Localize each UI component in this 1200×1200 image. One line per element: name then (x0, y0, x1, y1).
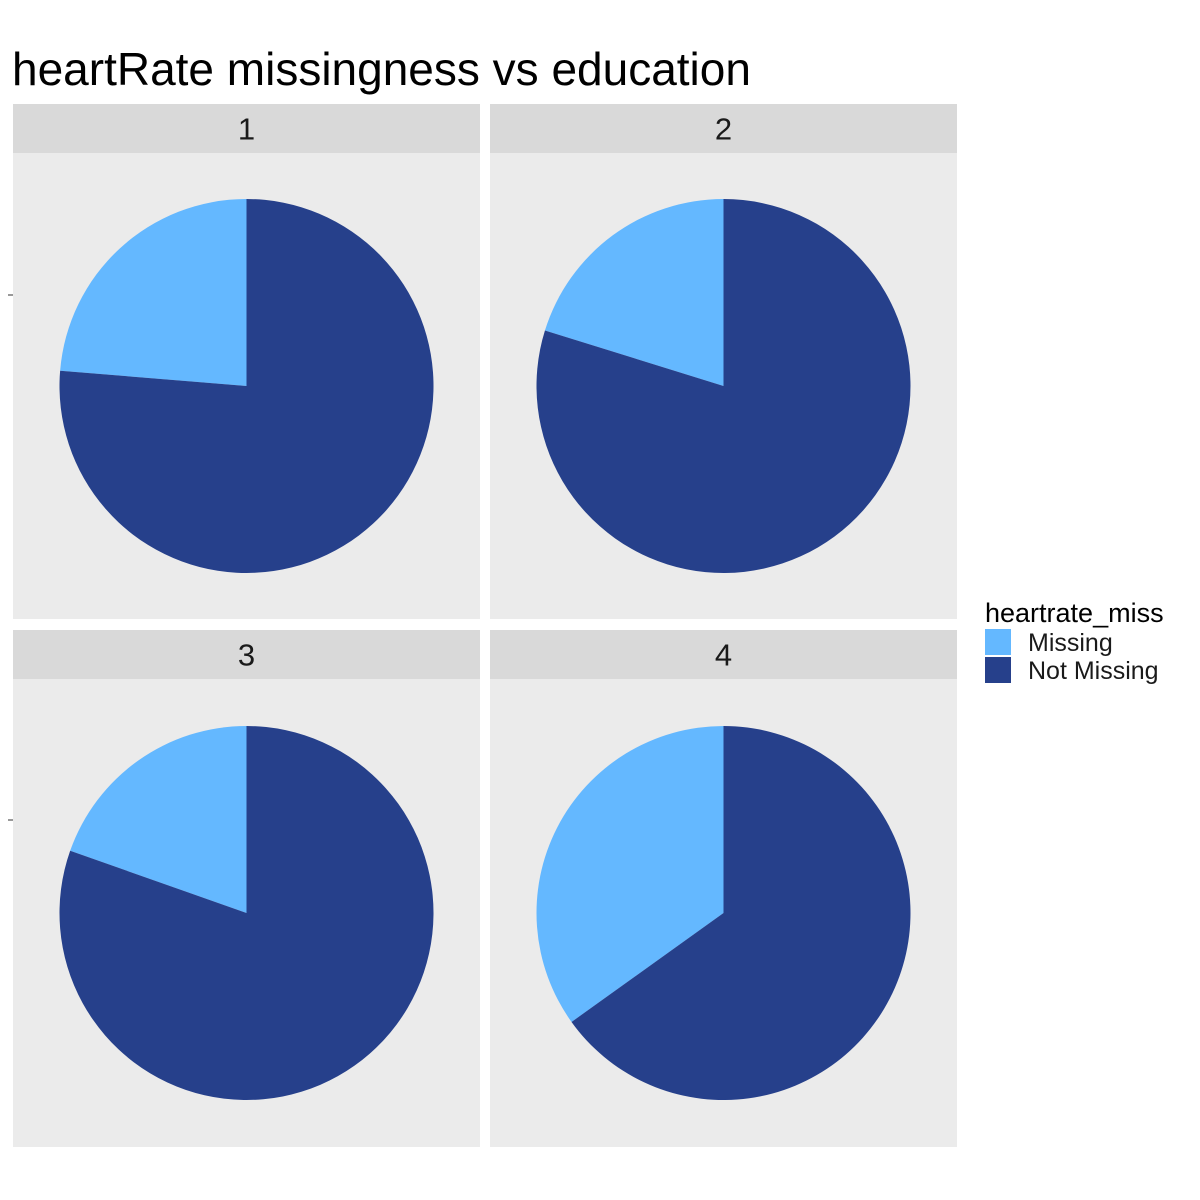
facet-label-1: 1 (238, 112, 255, 147)
pie-slice-facet-2-missing (544, 199, 724, 386)
legend-key-not-missing (985, 657, 1011, 683)
facet-strip-2 (490, 104, 957, 153)
pie-slice-facet-4-missing (536, 726, 724, 1022)
legend-title: heartrate_miss (985, 598, 1164, 628)
pie-slice-facet-1-missing (60, 199, 247, 386)
pie-slice-facet-3-missing (70, 726, 247, 913)
legend-key-missing (985, 629, 1011, 655)
chart-title: heartRate missingness vs education (12, 43, 751, 95)
facet-label-3: 3 (238, 638, 255, 673)
legend-item-not-missing: Not Missing (985, 657, 1164, 685)
legend-label-missing: Missing (1028, 629, 1113, 657)
facet-strip-3 (13, 630, 480, 679)
pie-slice-facet-4-not-missing (571, 726, 911, 1101)
facet-label-2: 2 (715, 112, 732, 147)
facet-strip-1 (13, 104, 480, 153)
legend-item-missing: Missing (985, 629, 1164, 657)
facet-label-4: 4 (715, 638, 732, 673)
facet-strip-4 (490, 630, 957, 679)
legend: heartrate_miss Missing Not Missing (985, 598, 1164, 685)
pie-slice-facet-2-not-missing (536, 199, 911, 574)
pie-slice-facet-1-not-missing (59, 199, 434, 573)
pie-slice-facet-3-not-missing (59, 726, 434, 1100)
legend-label-not-missing: Not Missing (1028, 657, 1159, 685)
